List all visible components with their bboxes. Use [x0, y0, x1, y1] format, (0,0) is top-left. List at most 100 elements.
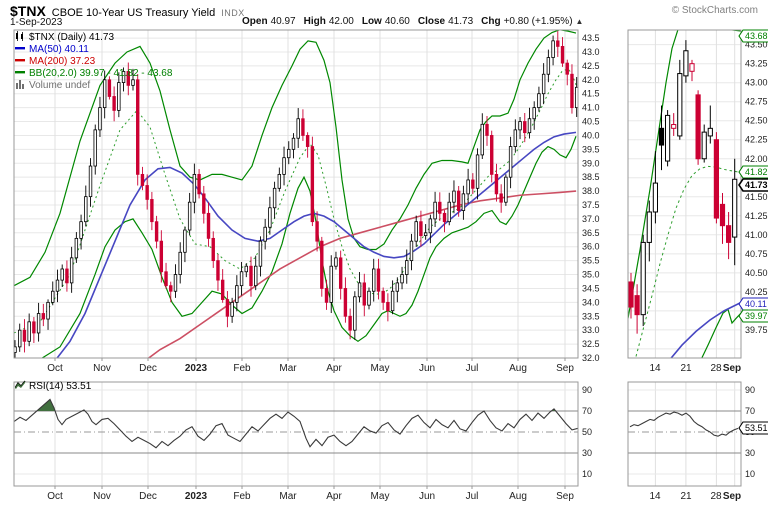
main-chart-legend: $TNX (Daily) 41.73 MA(50) 40.11 MA(200) 37…: [15, 31, 172, 91]
svg-text:Sep: Sep: [556, 491, 574, 502]
quote-label: Open: [242, 16, 268, 27]
svg-text:21: 21: [680, 363, 692, 374]
svg-text:2023: 2023: [185, 491, 208, 502]
svg-text:21: 21: [680, 491, 692, 502]
stockcharts-credit: © StockCharts.com: [671, 5, 758, 16]
svg-text:41.82: 41.82: [745, 167, 768, 177]
svg-text:Apr: Apr: [326, 491, 342, 502]
ohlc-quote-bar: Open 40.97 High 42.00 Low 40.60 Close 41.73 Chg +…: [234, 16, 583, 27]
svg-text:35.5: 35.5: [582, 256, 600, 266]
svg-text:43.5: 43.5: [582, 33, 600, 43]
rsi-main-x-axis-labels: Oct Nov Dec 2023 Feb Mar Apr May Jun Jul Aug Sep: [47, 486, 574, 502]
quote-value: 42.00: [328, 16, 354, 27]
svg-text:28: 28: [710, 491, 722, 502]
svg-text:14: 14: [649, 491, 661, 502]
svg-text:Aug: Aug: [509, 491, 527, 502]
svg-text:Apr: Apr: [326, 363, 342, 374]
inset-y-axis-labels: 43.50 43.25 43.00 42.75 42.50 42.25 42.00 41.50…: [745, 40, 768, 335]
svg-text:43.68: 43.68: [745, 31, 768, 41]
rsi-legend-label: RSI(14) 53.51: [29, 381, 92, 392]
quote-label: Close: [417, 16, 446, 27]
rsi-inset-x-axis-labels: 14 21 28 Sep: [649, 491, 741, 502]
svg-text:40.50: 40.50: [745, 268, 768, 278]
svg-text:41.25: 41.25: [745, 211, 768, 221]
rsi-inset-border: [627, 381, 742, 487]
svg-text:40.75: 40.75: [745, 249, 768, 259]
svg-text:Nov: Nov: [93, 363, 111, 374]
svg-text:28: 28: [710, 363, 722, 374]
svg-text:43.00: 43.00: [745, 78, 768, 88]
svg-text:34.5: 34.5: [582, 283, 600, 293]
exchange-label: INDX: [221, 8, 245, 18]
quote-value: 41.73: [448, 16, 474, 27]
svg-text:30: 30: [582, 448, 592, 458]
svg-text:38.0: 38.0: [582, 186, 600, 196]
bb-swatch-icon: [15, 71, 25, 74]
main-y-axis-labels: 43.5 43.0 42.5 42.0 41.5 41.0 40.5 40.0 39.5 39.0…: [582, 33, 600, 363]
legend-item: BB(20,2.0) 39.97 - 41.82 - 43.68: [15, 67, 172, 79]
svg-text:Jun: Jun: [419, 491, 435, 502]
legend-item-label: $TNX (Daily) 41.73: [29, 32, 115, 43]
instrument-title: CBOE 10-Year US Treasury Yield: [51, 7, 216, 19]
legend-item-label: MA(200) 37.23: [29, 56, 96, 67]
legend-item: $TNX (Daily) 41.73: [15, 31, 172, 43]
svg-text:38.5: 38.5: [582, 172, 600, 182]
legend-item-label: BB(20,2.0) 39.97 - 41.82 - 43.68: [29, 68, 173, 79]
rsi-inset-grid: [628, 382, 741, 486]
svg-text:36.5: 36.5: [582, 228, 600, 238]
inset-ma50-line: [670, 301, 741, 358]
quote-value: 40.60: [384, 16, 410, 27]
svg-text:53.51: 53.51: [745, 423, 768, 433]
svg-text:39.0: 39.0: [582, 158, 600, 168]
svg-text:41.00: 41.00: [745, 230, 768, 240]
quote-value: +0.80 (+1.95%): [503, 16, 573, 27]
svg-text:14: 14: [649, 363, 661, 374]
inset-bollinger-bands: [628, 30, 741, 358]
main-bollinger-bands: [14, 30, 577, 358]
svg-text:32.0: 32.0: [582, 353, 600, 363]
svg-text:34.0: 34.0: [582, 297, 600, 307]
svg-text:Dec: Dec: [139, 363, 157, 374]
ma50-swatch-icon: [15, 47, 25, 50]
svg-text:Jun: Jun: [419, 363, 435, 374]
svg-text:33.5: 33.5: [582, 311, 600, 321]
chart-date: 1-Sep-2023: [10, 17, 63, 28]
volume-bars-icon: [16, 80, 24, 89]
svg-text:42.0: 42.0: [582, 75, 600, 85]
rsi-value-tag: 53.51: [738, 421, 768, 435]
svg-text:33.0: 33.0: [582, 325, 600, 335]
legend-item: MA(50) 40.11: [15, 43, 172, 55]
svg-text:41.73: 41.73: [745, 180, 768, 190]
price-tags: 43.68 41.82 41.73 40.11 39.97: [738, 29, 768, 323]
svg-text:May: May: [371, 363, 390, 374]
candlestick-icon: [16, 31, 23, 41]
legend-item-label: Volume undef: [29, 80, 91, 91]
svg-text:41.5: 41.5: [582, 89, 600, 99]
legend-item-label: MA(50) 40.11: [29, 44, 89, 55]
svg-text:Sep: Sep: [723, 363, 741, 374]
svg-text:42.00: 42.00: [745, 154, 768, 164]
quote-label: Chg: [481, 16, 501, 27]
svg-text:10: 10: [745, 469, 755, 479]
legend-item: MA(200) 37.23: [15, 55, 172, 67]
svg-text:90: 90: [745, 385, 755, 395]
svg-text:10: 10: [582, 469, 592, 479]
svg-text:39.5: 39.5: [582, 144, 600, 154]
main-plot-border: [13, 29, 579, 359]
svg-text:32.5: 32.5: [582, 339, 600, 349]
quote-label: Low: [361, 16, 382, 27]
svg-text:Feb: Feb: [233, 491, 251, 502]
svg-text:40.5: 40.5: [582, 117, 600, 127]
svg-text:40.11: 40.11: [745, 299, 767, 309]
svg-text:Jul: Jul: [466, 491, 479, 502]
inset-candles: [628, 40, 738, 334]
symbol: $TNX: [10, 3, 46, 19]
svg-text:Oct: Oct: [47, 363, 63, 374]
svg-text:Aug: Aug: [509, 363, 527, 374]
ma200-swatch-icon: [15, 59, 25, 62]
rsi-inset-line: [629, 411, 739, 437]
svg-text:42.25: 42.25: [745, 135, 768, 145]
svg-text:35.0: 35.0: [582, 270, 600, 280]
svg-text:39.97: 39.97: [745, 311, 768, 321]
